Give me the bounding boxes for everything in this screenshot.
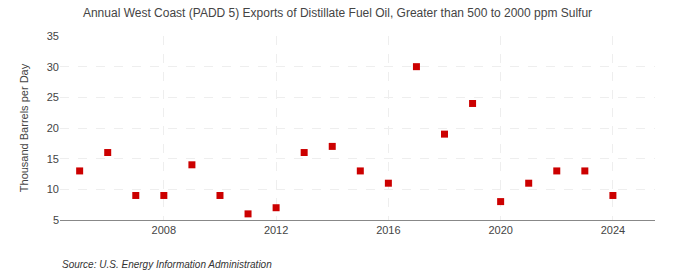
svg-text:2012: 2012 — [264, 224, 288, 236]
svg-text:10: 10 — [47, 183, 59, 195]
svg-text:2008: 2008 — [152, 224, 176, 236]
svg-text:25: 25 — [47, 91, 59, 103]
svg-text:5: 5 — [53, 214, 59, 226]
svg-text:Source: U.S. Energy Informatio: Source: U.S. Energy Information Administ… — [62, 259, 272, 270]
svg-text:2024: 2024 — [601, 224, 625, 236]
svg-text:2020: 2020 — [488, 224, 512, 236]
svg-text:20: 20 — [47, 122, 59, 134]
svg-text:Thousand Barrels per Day: Thousand Barrels per Day — [18, 63, 30, 192]
svg-text:15: 15 — [47, 153, 59, 165]
svg-text:Annual West Coast (PADD 5) Exp: Annual West Coast (PADD 5) Exports of Di… — [83, 6, 592, 20]
svg-text:30: 30 — [47, 61, 59, 73]
svg-text:2016: 2016 — [376, 224, 400, 236]
svg-text:35: 35 — [47, 30, 59, 42]
